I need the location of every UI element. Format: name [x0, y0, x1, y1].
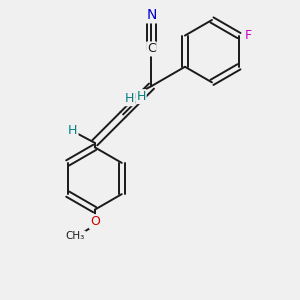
- Text: O: O: [90, 215, 100, 228]
- Text: N: N: [146, 8, 157, 22]
- Text: C: C: [147, 42, 156, 56]
- Text: H: H: [125, 92, 134, 105]
- Text: H: H: [68, 124, 77, 137]
- Text: H: H: [136, 90, 146, 103]
- Text: CH₃: CH₃: [66, 232, 85, 242]
- Text: F: F: [244, 29, 251, 42]
